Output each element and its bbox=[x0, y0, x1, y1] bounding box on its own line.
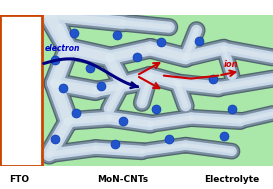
Text: MoN-CNTs: MoN-CNTs bbox=[97, 175, 149, 184]
Text: ion: ion bbox=[224, 60, 239, 69]
Text: FTO: FTO bbox=[9, 175, 29, 184]
Text: Electrolyte: Electrolyte bbox=[204, 175, 260, 184]
Bar bbox=[0, 15, 42, 166]
Text: electron: electron bbox=[45, 44, 81, 53]
Bar bbox=[0, 15, 42, 166]
